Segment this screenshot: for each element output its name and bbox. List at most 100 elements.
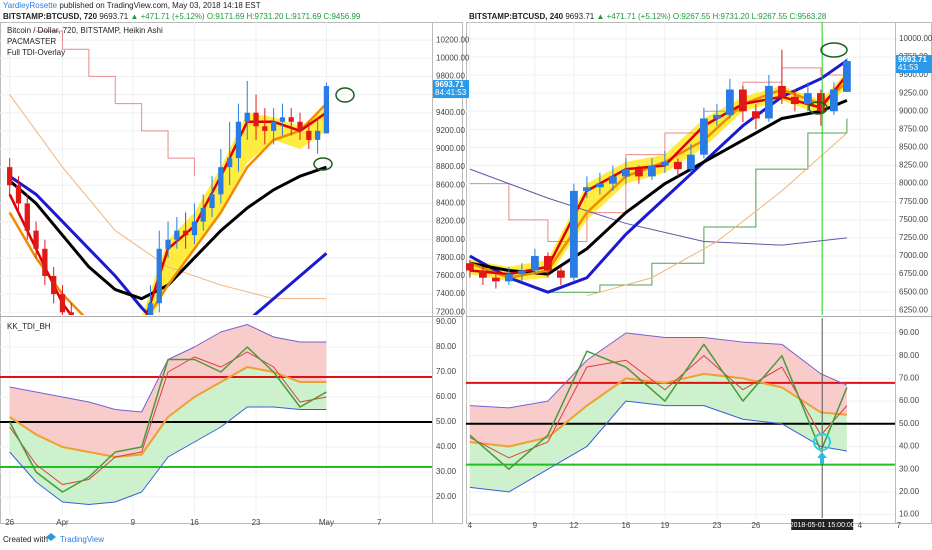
candle-body [147, 303, 154, 315]
candle-body [77, 330, 82, 339]
candle-body [121, 339, 126, 344]
x-tick-label: 9 [533, 521, 538, 530]
candle-body [244, 112, 250, 122]
candle-body [33, 230, 39, 249]
indicator-line [469, 99, 848, 276]
symbol: BITSTAMP:BTCUSD, 240 [469, 12, 564, 21]
x-tick-label: 4 [468, 521, 473, 530]
candle-body [183, 230, 189, 236]
candle-body [279, 117, 286, 122]
signal-line [9, 351, 327, 485]
y-tick-label: 50.00 [899, 419, 920, 428]
candle-body [165, 239, 171, 249]
candle-body [648, 165, 656, 177]
left-frame [0, 22, 463, 524]
x-tick-label: 26 [751, 521, 760, 530]
ohlc: O:9267.55 H:9731.20 L:9267.55 C:9563.28 [672, 12, 827, 21]
x-tick-label: 16 [621, 521, 630, 530]
y-tick-label: 60.00 [899, 396, 920, 405]
candle-body [156, 248, 162, 304]
indicator-line [586, 132, 848, 297]
y-tick-label: 30.00 [436, 467, 457, 476]
y-tick-label: 30.00 [899, 464, 920, 473]
x-tick-label: 7 [897, 521, 902, 530]
x-tick-label: 19 [660, 521, 669, 530]
candle-body [174, 230, 180, 240]
candle-body [95, 349, 100, 354]
candle-body [323, 86, 330, 134]
y-tick-label: 40.00 [436, 442, 457, 451]
candle-body [314, 130, 321, 140]
upper-band [469, 332, 848, 409]
x-tick-label: 23 [252, 518, 261, 527]
y-tick-label: 9000.00 [436, 144, 465, 153]
y-tick-label: 20.00 [436, 492, 457, 501]
y-tick-label: 80.00 [899, 351, 920, 360]
legend-line: Full TDI-Overlay [7, 48, 66, 57]
y-tick-label: 9400.00 [436, 108, 465, 117]
x-tick-label: 23 [712, 521, 721, 530]
y-tick-label: 8800.00 [436, 162, 465, 171]
y-tick-label: 9800.00 [436, 72, 465, 81]
y-tick-label: 50.00 [436, 417, 457, 426]
candle-body [297, 121, 303, 131]
highlight-ellipse [313, 157, 333, 171]
y-tick-label: 6750.00 [899, 269, 928, 278]
symbol-line: BITSTAMP:BTCUSD, 720 9693.71 ▲ +471.71 (… [3, 12, 360, 21]
y-tick-label: 10.00 [899, 510, 920, 519]
candle-body [596, 183, 604, 188]
candle-body [253, 112, 259, 127]
candle-body [713, 114, 721, 119]
candle-body [218, 167, 224, 195]
lower-fill [9, 367, 327, 505]
y-tick-label: 9250.00 [899, 88, 928, 97]
y-tick-label: 8200.00 [436, 217, 465, 226]
y-tick-label: 7800.00 [436, 253, 465, 262]
symbol: BITSTAMP:BTCUSD, 720 [3, 12, 98, 21]
indicator-label: KK_TDI_BH [7, 322, 51, 331]
change: ▲ +471.71 (+5.12%) [130, 12, 205, 21]
y-tick-label: 60.00 [436, 392, 457, 401]
y-tick-label: 70.00 [899, 373, 920, 382]
y-tick-label: 7000.00 [899, 251, 928, 260]
price-label: 9693.71 [435, 80, 464, 89]
band-area [469, 71, 847, 282]
candle-body [262, 126, 268, 131]
price: 9693.71 [565, 12, 595, 21]
candle-body [739, 89, 747, 112]
candle-body [479, 270, 487, 278]
candle-body [700, 118, 708, 155]
x-tick-label: 26 [5, 518, 14, 527]
candle-body [15, 185, 22, 204]
candle-body [42, 248, 48, 276]
price-label: 9693.71 [898, 55, 927, 64]
candle-body [270, 121, 277, 131]
legend-line: Bitcoin / Dollar, 720, BITSTAMP, Heikin … [7, 26, 163, 35]
y-tick-label: 7750.00 [899, 197, 928, 206]
x-tick-label: Apr [56, 518, 69, 527]
candle-body [544, 256, 552, 271]
y-tick-label: 7200.00 [436, 307, 465, 316]
y-tick-label: 90.00 [436, 317, 457, 326]
candle-body [288, 117, 294, 122]
middle-line [469, 372, 847, 448]
candle-body [7, 167, 13, 186]
lower-fill [469, 373, 847, 492]
candle-body [68, 312, 74, 315]
indicator-line [547, 118, 848, 293]
y-tick-label: 6500.00 [899, 287, 928, 296]
candle-body [674, 161, 682, 170]
candle-body [51, 275, 57, 295]
right-price-pane [466, 22, 895, 315]
y-tick-label: 7600.00 [436, 271, 465, 280]
candle-body [765, 85, 773, 119]
candle-body [843, 61, 851, 92]
y-tick-label: 70.00 [436, 367, 457, 376]
upper-fill [469, 332, 847, 447]
candle-body [804, 93, 812, 105]
candle-body [557, 270, 565, 278]
y-tick-label: 9200.00 [436, 126, 465, 135]
candle-body [635, 169, 643, 177]
candle-body [113, 344, 118, 349]
